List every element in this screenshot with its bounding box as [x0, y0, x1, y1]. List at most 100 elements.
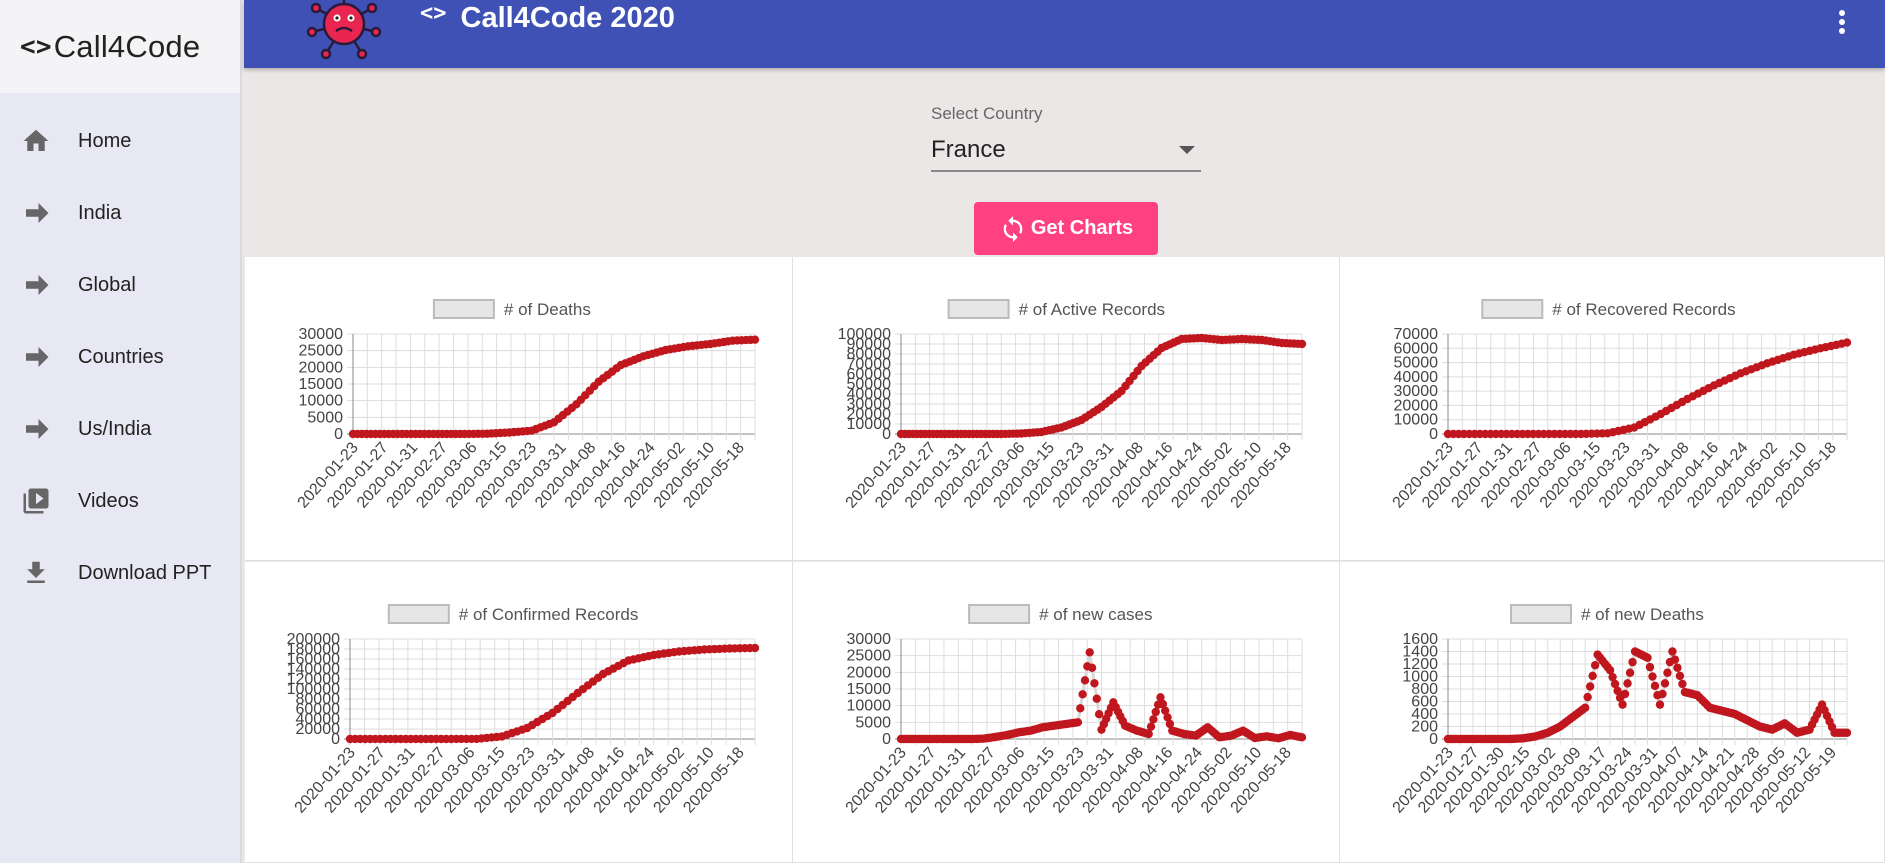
- chart: # of Recovered Records700006000050000400…: [1340, 257, 1885, 561]
- y-tick-label: 5000: [855, 714, 891, 731]
- country-select-text: France: [931, 136, 1006, 164]
- sidebar-item-download-ppt[interactable]: Download PPT: [0, 537, 240, 609]
- sidebar-item-label: Us/India: [78, 418, 151, 441]
- data-point[interactable]: [1658, 690, 1666, 698]
- data-point[interactable]: [1628, 658, 1636, 666]
- legend-swatch[interactable]: [434, 300, 494, 318]
- data-point[interactable]: [1090, 679, 1098, 687]
- refresh-icon: [999, 215, 1027, 243]
- y-tick-label: 25000: [847, 648, 892, 665]
- chart: # of new cases30000250002000015000100005…: [793, 562, 1340, 863]
- data-point[interactable]: [1646, 663, 1654, 671]
- chart: # of Confirmed Records200000180000160000…: [245, 562, 793, 863]
- data-point[interactable]: [1843, 338, 1851, 346]
- data-point[interactable]: [1298, 340, 1306, 348]
- top-app-bar: <> Call4Code 2020: [244, 0, 1885, 68]
- data-point[interactable]: [1661, 679, 1669, 687]
- data-point[interactable]: [1088, 664, 1096, 672]
- y-tick-label: 15000: [847, 681, 892, 698]
- chart-title: # of Active Records: [1019, 300, 1165, 319]
- legend-swatch[interactable]: [1482, 300, 1542, 318]
- data-point[interactable]: [1591, 661, 1599, 669]
- data-point[interactable]: [1149, 715, 1157, 723]
- chart-card: # of Confirmed Records 200000 180000 160000…: [245, 562, 793, 863]
- chevron-down-icon: [1179, 146, 1195, 154]
- y-tick-label: 0: [331, 731, 340, 748]
- data-point[interactable]: [1095, 710, 1103, 718]
- country-select[interactable]: Select Country France: [931, 104, 1201, 172]
- data-point[interactable]: [1078, 690, 1086, 698]
- sidebar-item-label: Download PPT: [78, 562, 211, 585]
- data-point[interactable]: [1081, 676, 1089, 684]
- sidebar-item-global[interactable]: Global: [0, 249, 240, 321]
- data-point[interactable]: [1581, 704, 1589, 712]
- y-tick-label: 20000: [299, 359, 344, 376]
- data-point[interactable]: [1074, 718, 1082, 726]
- data-point[interactable]: [1656, 700, 1664, 708]
- legend-swatch[interactable]: [949, 300, 1009, 318]
- data-point[interactable]: [1623, 679, 1631, 687]
- more-vert-icon[interactable]: [1837, 10, 1847, 38]
- charts-grid: # of Deaths 30000 25000 20000 15000 10000 5000…: [245, 257, 1885, 863]
- data-point[interactable]: [751, 644, 759, 652]
- app-title: <> Call4Code 2020: [420, 0, 675, 36]
- y-tick-label: 25000: [299, 343, 344, 360]
- y-tick-label: 20000: [847, 664, 892, 681]
- home-icon: [18, 123, 54, 159]
- data-point[interactable]: [1651, 682, 1659, 690]
- arrow-right-icon: [18, 267, 54, 303]
- data-point[interactable]: [1843, 729, 1851, 737]
- data-point[interactable]: [1621, 690, 1629, 698]
- data-point[interactable]: [1588, 672, 1596, 680]
- data-point[interactable]: [1147, 722, 1155, 730]
- chart: # of new Deaths 1600140012001000800600400…: [1340, 562, 1885, 863]
- legend-swatch[interactable]: [389, 605, 449, 623]
- get-charts-button[interactable]: Get Charts: [974, 202, 1158, 255]
- y-tick-label: 0: [334, 426, 343, 443]
- sidebar-item-label: Home: [78, 130, 131, 153]
- data-point[interactable]: [1618, 700, 1626, 708]
- data-point[interactable]: [1668, 647, 1676, 655]
- data-point[interactable]: [1144, 730, 1152, 738]
- data-point[interactable]: [1583, 693, 1591, 701]
- data-point[interactable]: [1676, 672, 1684, 680]
- country-select-label: Select Country: [931, 104, 1201, 124]
- y-tick-label: 30000: [299, 326, 344, 343]
- virus-icon: [304, 0, 384, 60]
- data-point[interactable]: [1076, 704, 1084, 712]
- sidebar-item-videos[interactable]: Videos: [0, 465, 240, 537]
- data-point[interactable]: [1663, 669, 1671, 677]
- sidebar-item-countries[interactable]: Countries: [0, 321, 240, 393]
- sidebar-item-label: India: [78, 202, 121, 225]
- sidebar-item-india[interactable]: India: [0, 177, 240, 249]
- data-point[interactable]: [1648, 672, 1656, 680]
- data-point[interactable]: [1152, 708, 1160, 716]
- chart-title: # of Deaths: [504, 300, 591, 319]
- arrow-right-icon: [18, 339, 54, 375]
- sidebar-item-home[interactable]: Home: [0, 105, 240, 177]
- legend-swatch[interactable]: [969, 605, 1029, 623]
- data-point[interactable]: [1093, 695, 1101, 703]
- y-tick-label: 10000: [847, 698, 892, 715]
- chart-title: # of new cases: [1039, 605, 1152, 624]
- brand[interactable]: <> Call4Code: [0, 0, 240, 93]
- data-point[interactable]: [1626, 669, 1634, 677]
- arrow-right-icon: [18, 411, 54, 447]
- chart-title: # of Recovered Records: [1552, 300, 1735, 319]
- y-tick-label: 0: [882, 731, 891, 748]
- legend-swatch[interactable]: [1511, 605, 1571, 623]
- data-point[interactable]: [1643, 654, 1651, 662]
- data-point[interactable]: [1671, 655, 1679, 663]
- data-point[interactable]: [1586, 682, 1594, 690]
- chart: # of Active Records100000900008000070000…: [793, 257, 1340, 561]
- data-point[interactable]: [751, 335, 759, 343]
- chart-title: # of new Deaths: [1581, 605, 1704, 624]
- data-point[interactable]: [1086, 648, 1094, 656]
- sidebar-item-label: Videos: [78, 490, 139, 513]
- data-point[interactable]: [1673, 664, 1681, 672]
- data-point[interactable]: [1298, 733, 1306, 741]
- sidebar-item-us-india[interactable]: Us/India: [0, 393, 240, 465]
- chart-card: # of Deaths 30000 25000 20000 15000 10000 5000…: [245, 257, 793, 561]
- data-point[interactable]: [1678, 680, 1686, 688]
- country-select-value[interactable]: France: [931, 130, 1201, 172]
